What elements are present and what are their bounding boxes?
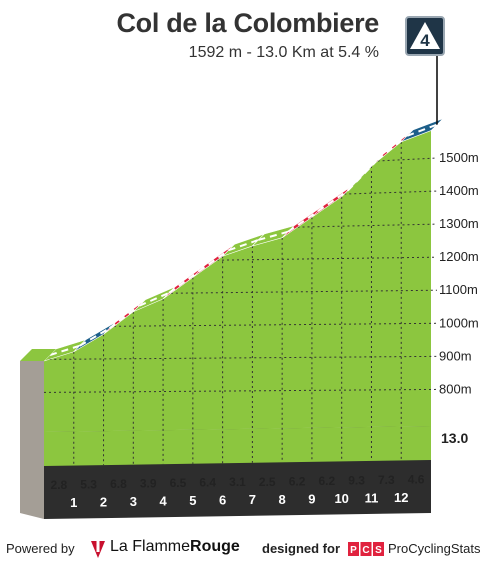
segment-gradient-label: 9.3: [348, 473, 365, 487]
km-marker-label: 12: [394, 490, 408, 505]
segment-gradient-label: 3.1: [229, 475, 246, 489]
procyclingstats-name: ProCyclingStats: [388, 541, 481, 556]
climb-subtitle: 1592 m - 13.0 Km at 5.4 %: [188, 44, 379, 61]
road-centerline: [228, 239, 259, 252]
km-marker-label: 4: [159, 494, 167, 509]
altitude-gridline: [114, 322, 438, 327]
altitude-gridline: [43, 388, 438, 393]
road-centerline: [406, 123, 438, 137]
road-centerline: [138, 291, 170, 307]
altitude-gridline: [297, 223, 438, 228]
segment-gradient-label: 2.8: [51, 478, 68, 492]
altitude-tick-label: 900m: [439, 348, 472, 363]
powered-by-label: Powered by: [6, 541, 75, 556]
road-centerline: [317, 189, 349, 213]
altitude-tick-label: 1000m: [439, 315, 479, 330]
km-marker-label: 8: [279, 492, 286, 507]
pcs-logo-icon: P C S: [348, 542, 384, 556]
km-marker-label: 11: [365, 490, 379, 505]
segment-gradient-label: 2.5: [259, 475, 276, 489]
la-flamme-rouge-name: La FlammeRouge: [110, 538, 240, 556]
segment-gradient-label: 5.3: [80, 478, 97, 492]
segment-gradient-label: 6.2: [289, 474, 306, 488]
km-marker-label: 10: [334, 491, 348, 506]
road-centerline: [287, 210, 319, 233]
km-marker-label: 6: [219, 493, 226, 508]
altitude-gridline: [217, 256, 438, 261]
segment-gradient-label: 6.4: [199, 476, 216, 490]
lfr-name-part1: La Flamme: [110, 538, 191, 555]
altitude-tick-label: 1100m: [439, 282, 478, 297]
start-block: [20, 361, 44, 519]
altitude-gridline: [344, 190, 438, 195]
segment-gradient-label: 3.9: [140, 477, 157, 491]
altitude-gridline: [170, 289, 438, 294]
km-marker-label: 1: [70, 495, 77, 510]
gradient-strip: [44, 426, 431, 466]
altitude-tick-label: 1300m: [439, 216, 479, 231]
altitude-tick-label: 1200m: [439, 249, 479, 264]
designed-for-label: designed for: [262, 541, 341, 556]
lfr-name-part2: Rouge: [190, 538, 240, 555]
km-marker-label: 3: [130, 494, 137, 509]
climb-profile-chart: 800m 900m 1000m 1100m 1200m 1300m 1400m 1500m 2.…: [20, 56, 479, 519]
segment-gradient-label: 4.6: [408, 472, 425, 486]
footer: Powered by La FlammeRouge designed for P…: [0, 536, 495, 562]
category-number: 4: [420, 31, 430, 50]
road-centerline: [79, 327, 111, 347]
km-marker-label: 2: [100, 495, 107, 510]
profile-face: [44, 130, 431, 433]
svg-text:P: P: [350, 545, 357, 556]
end-distance-label: 13.0: [441, 430, 468, 446]
start-cap: [20, 349, 56, 362]
km-marker-label: 5: [189, 493, 196, 508]
segment-gradient-label: 7.3: [378, 473, 395, 487]
road-centerline: [198, 249, 230, 273]
road-centerline: [258, 230, 289, 241]
altitude-tick-label: 800m: [439, 381, 472, 396]
la-flamme-rouge-logo-icon: [91, 541, 105, 558]
climb-title: Col de la Colombiere: [116, 8, 379, 38]
segment-gradient-label: 6.8: [110, 477, 127, 491]
segment-gradient-label: 6.2: [318, 474, 335, 488]
road-centerline: [49, 344, 81, 356]
altitude-tick-label: 1400m: [439, 183, 479, 198]
svg-text:S: S: [375, 545, 382, 556]
road-centerline: [376, 135, 408, 161]
km-marker-label: 7: [249, 492, 256, 507]
hc-category-sign-icon: 4: [405, 16, 445, 56]
km-marker-label: 9: [308, 491, 315, 506]
segment-gradient-label: 6.5: [170, 476, 187, 490]
svg-text:C: C: [362, 545, 369, 556]
altitude-tick-label: 1500m: [439, 150, 479, 165]
road-centerline: [168, 270, 200, 294]
road-centerline: [108, 304, 140, 330]
